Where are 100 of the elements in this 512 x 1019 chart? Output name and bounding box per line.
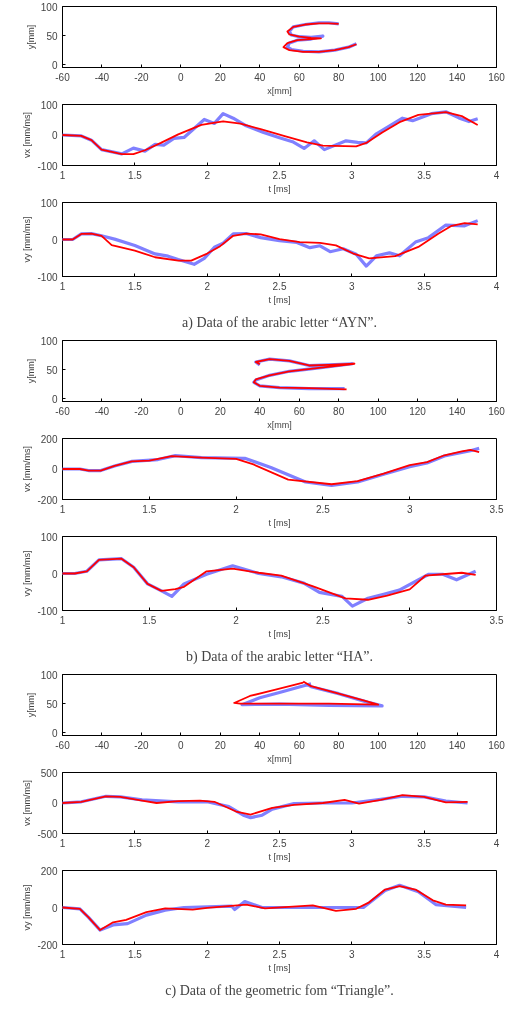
x-tick-label: 2: [204, 837, 211, 849]
x-tick-label: 0: [178, 71, 185, 83]
y-tick-label: -200: [37, 494, 58, 506]
x-axis-title: t [ms]: [268, 628, 291, 639]
x-tick-label: 140: [448, 739, 466, 751]
x-axis-title: t [ms]: [268, 962, 291, 973]
x-tick-label: 2: [204, 169, 211, 181]
x-tick-label: 1.5: [127, 169, 143, 181]
x-tick-label: 2: [233, 503, 240, 515]
x-tick-label: 0: [178, 405, 185, 417]
x-tick-label: 60: [293, 405, 306, 417]
y-tick-label: 100: [40, 669, 58, 681]
x-tick-label: 40: [254, 71, 266, 83]
x-tick-label: 1.5: [127, 948, 143, 960]
x-tick-label: 1: [59, 280, 66, 292]
x-tick-label: 120: [409, 405, 427, 417]
x-tick-label: 1.5: [142, 614, 157, 626]
x-axis-title: t [ms]: [268, 851, 291, 862]
x-tick-label: 1.5: [127, 837, 143, 849]
y-tick-label: 200: [40, 433, 58, 445]
x-tick-label: 4: [493, 837, 500, 849]
text: b) Data of the arabic letter “HA”.: [186, 648, 373, 665]
y-tick-label: 100: [40, 335, 58, 347]
y-tick-label: 100: [40, 1, 58, 13]
x-tick-label: 1: [59, 837, 66, 849]
y-axis-title: vy [mm/ms]: [22, 550, 33, 597]
x-tick-label: 0: [178, 739, 185, 751]
text: a) Data of the arabic letter “AYN”.: [182, 314, 377, 331]
x-tick-label: 1.5: [142, 503, 157, 515]
y-tick-label: 0: [51, 902, 58, 914]
x-tick-label: 3.5: [417, 169, 432, 181]
x-tick-label: 3.5: [417, 837, 432, 849]
x-tick-label: 3: [349, 948, 356, 960]
x-tick-label: -40: [94, 739, 110, 751]
x-tick-label: 100: [369, 739, 387, 751]
y-tick-label: 0: [51, 798, 58, 809]
x-tick-label: 2: [204, 280, 211, 292]
x-axis-title: x[mm]: [267, 753, 292, 764]
x-axis-title: x[mm]: [267, 419, 292, 430]
x-tick-label: 1: [59, 614, 66, 626]
y-tick-label: 0: [51, 59, 58, 71]
x-tick-label: -20: [134, 739, 150, 751]
x-tick-label: 2.5: [315, 614, 331, 626]
x-tick-label: 3.5: [489, 503, 504, 515]
x-tick-label: 80: [333, 71, 345, 83]
x-tick-label: 3.5: [417, 280, 432, 292]
x-tick-label: 3: [349, 837, 356, 849]
x-tick-label: 140: [448, 405, 466, 417]
x-tick-label: 1: [59, 948, 66, 960]
x-tick-label: 2.5: [272, 169, 287, 181]
x-tick-label: -60: [55, 71, 71, 83]
y-axis-title: vx [mm/ms]: [22, 112, 33, 158]
y-tick-label: 0: [51, 130, 58, 141]
y-tick-label: -500: [37, 828, 58, 840]
y-tick-label: 50: [46, 30, 58, 42]
x-tick-label: 3: [349, 169, 356, 181]
x-tick-label: 2.5: [272, 280, 287, 292]
x-tick-label: 2.5: [272, 837, 287, 849]
x-tick-label: 20: [214, 71, 227, 83]
y-tick-label: 50: [46, 364, 58, 376]
x-axis-title: t [ms]: [268, 294, 291, 305]
y-tick-label: 0: [51, 568, 58, 580]
x-tick-label: 120: [409, 71, 427, 83]
x-tick-label: -40: [94, 71, 110, 83]
y-tick-label: 0: [51, 393, 58, 405]
y-tick-label: 100: [40, 531, 58, 543]
x-tick-label: -20: [134, 71, 150, 83]
y-axis-title: y[mm]: [25, 24, 36, 50]
x-tick-label: 80: [333, 739, 345, 751]
y-axis-title: y[mm]: [25, 358, 36, 384]
x-tick-label: 100: [369, 71, 387, 83]
y-axis-title: vy [mm/ms]: [22, 216, 33, 263]
y-axis-title: vy [mm/ms]: [22, 884, 33, 931]
x-tick-label: 3: [406, 614, 413, 626]
x-tick-label: 3.5: [417, 948, 432, 960]
y-tick-label: 100: [40, 99, 58, 111]
x-tick-label: 40: [254, 405, 266, 417]
y-axis-title: vx [mm/ms]: [22, 446, 33, 492]
x-tick-label: 160: [488, 405, 506, 417]
x-tick-label: 160: [488, 71, 506, 83]
x-tick-label: 40: [254, 739, 266, 751]
y-tick-label: -100: [37, 160, 58, 172]
x-tick-label: 2: [233, 614, 240, 626]
y-axis-title: vx [mm/ms]: [22, 780, 33, 826]
x-tick-label: 2.5: [315, 503, 331, 515]
x-tick-label: 100: [369, 405, 387, 417]
x-tick-label: 2: [204, 948, 211, 960]
y-tick-label: -200: [37, 939, 58, 951]
x-axis-title: t [ms]: [268, 517, 291, 528]
x-tick-label: 1: [59, 503, 66, 515]
y-tick-label: -100: [37, 271, 58, 283]
x-tick-label: 20: [214, 405, 227, 417]
x-tick-label: 4: [493, 948, 500, 960]
y-tick-label: -100: [37, 605, 58, 617]
x-tick-label: 3.5: [489, 614, 504, 626]
x-tick-label: 80: [333, 405, 345, 417]
y-tick-label: 100: [40, 197, 58, 209]
x-tick-label: 1: [59, 169, 66, 181]
x-tick-label: 4: [493, 280, 500, 292]
x-tick-label: 160: [488, 739, 506, 751]
